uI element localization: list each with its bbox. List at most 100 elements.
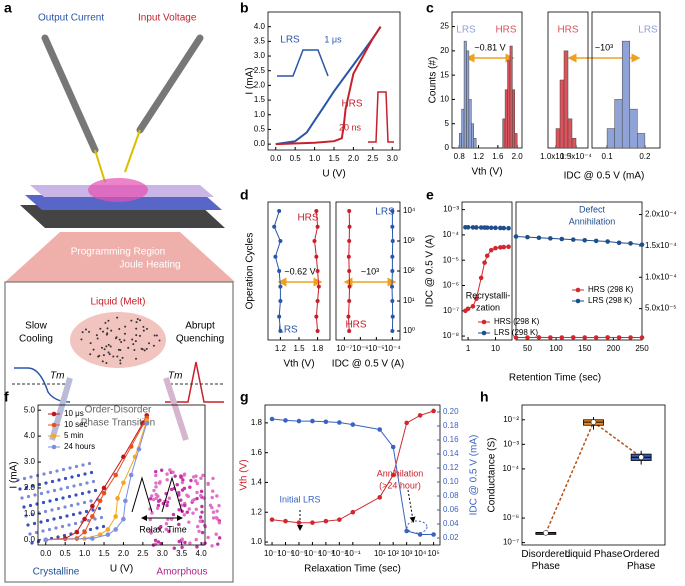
atom: [37, 482, 42, 487]
atom: [165, 472, 169, 476]
atom: [169, 487, 174, 492]
point: [113, 527, 118, 532]
atom: [30, 512, 35, 517]
point: [501, 244, 507, 250]
label: Output Current: [38, 13, 104, 24]
atom: [76, 473, 81, 478]
atom: [211, 489, 215, 493]
panel-label: f: [4, 389, 9, 405]
atom: [73, 521, 78, 526]
atom: [22, 505, 26, 509]
y-axis-label: Counts (#): [428, 57, 439, 104]
annotation: ~10³: [595, 42, 613, 52]
atom: [70, 475, 74, 479]
atom: [143, 349, 146, 352]
point: [493, 245, 498, 251]
atom: [60, 524, 65, 529]
point: [431, 532, 436, 537]
y-tick-label: 10⁻³: [443, 205, 459, 214]
point: [582, 335, 588, 340]
atom: [153, 538, 158, 543]
annotation: Annihilation: [569, 216, 616, 226]
point: [498, 225, 503, 231]
atom: [117, 348, 120, 351]
atom: [217, 521, 222, 525]
series-line: [515, 236, 643, 246]
annotation: (>24 hour): [379, 480, 421, 490]
annotation: ~0.62 V: [284, 266, 315, 276]
x-tick-label: 0.0: [40, 549, 52, 558]
panel-label: d: [240, 187, 249, 203]
atom: [67, 494, 72, 499]
hist-bar: [621, 40, 631, 149]
x-tick-label: 2.0: [512, 152, 524, 161]
x-tick-label: Disordered Phase: [521, 549, 571, 572]
atom: [28, 532, 32, 536]
point: [323, 518, 329, 524]
atom: [164, 527, 168, 531]
pulse-icon: [277, 49, 329, 77]
atom: [198, 519, 202, 523]
median-dot: [543, 530, 549, 536]
atom: [80, 491, 85, 496]
annotation: Recrystalli-: [466, 290, 511, 300]
point: [121, 516, 126, 522]
x-tick-label: Liquid Phase: [564, 549, 623, 560]
y-tick-label: 1.4: [251, 478, 263, 487]
point: [315, 269, 320, 273]
atom: [78, 482, 83, 487]
atom: [65, 514, 69, 518]
x-tick-label: 0.5: [60, 549, 72, 558]
point: [144, 420, 150, 426]
point: [312, 239, 317, 244]
y2-tick-label: 0.06: [443, 505, 459, 514]
legend-label: HRS (298 K): [494, 317, 540, 326]
atom: [39, 491, 44, 496]
label: Order-Disorder: [85, 405, 152, 416]
atom: [208, 503, 213, 507]
label: Phase Transition: [81, 418, 156, 429]
atom: [29, 475, 33, 479]
point: [548, 236, 553, 241]
axes-frame: [37, 404, 206, 546]
point: [506, 244, 511, 250]
point: [105, 527, 111, 532]
atom: [121, 356, 124, 359]
series-line: [275, 26, 382, 146]
point: [525, 234, 530, 240]
x-tick-label: 2.0: [118, 549, 130, 558]
point: [101, 490, 107, 496]
point: [417, 532, 423, 537]
highlight: [406, 520, 428, 534]
atom: [116, 316, 119, 319]
atom: [185, 493, 189, 497]
atom: [188, 485, 192, 489]
x-tick-label: 10⁻⁷: [336, 344, 352, 353]
x-tick-label: 10¹: [374, 549, 386, 558]
label: Programming Region: [71, 247, 166, 258]
x-tick-label: 0.0: [270, 154, 282, 163]
hist-bar: [629, 108, 638, 149]
point: [90, 514, 95, 519]
point: [128, 472, 134, 478]
point: [115, 496, 120, 501]
atom: [39, 520, 43, 524]
point: [347, 284, 352, 289]
atom: [101, 524, 106, 529]
y-axis-label: Conductance (S): [487, 437, 498, 512]
x-axis-label: Retention Time (sec): [509, 373, 601, 384]
atom: [199, 493, 203, 498]
atom: [57, 478, 61, 482]
atom: [93, 488, 98, 493]
label: Tm: [168, 371, 182, 382]
legend-swatch: [51, 411, 57, 417]
atom: [217, 536, 222, 540]
atom: [50, 479, 55, 484]
atom: [118, 338, 121, 341]
point: [90, 503, 95, 509]
point: [273, 254, 278, 259]
atom: [119, 359, 122, 362]
legend-label: LRS (298 K): [588, 296, 632, 305]
y-tick-label: 10⁴: [403, 206, 416, 215]
atom: [149, 494, 154, 498]
